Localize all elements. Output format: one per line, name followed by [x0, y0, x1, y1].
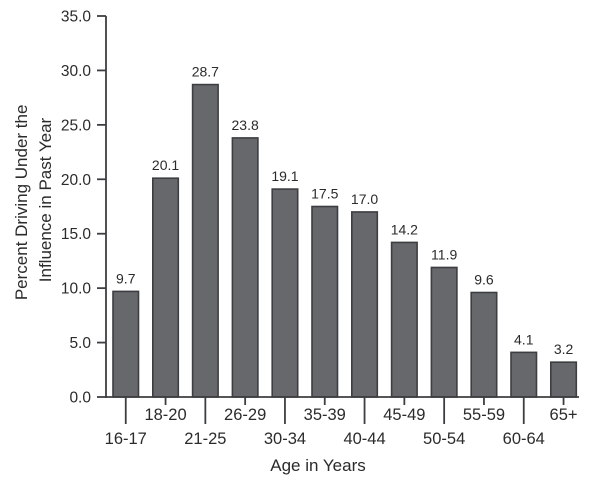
- x-tick-label: 50-54: [423, 430, 465, 448]
- bar-value-label: 17.5: [311, 186, 338, 202]
- y-axis-title-line2: Influence in Past Year: [36, 117, 55, 282]
- bar: [112, 290, 140, 398]
- bar: [470, 291, 498, 398]
- bar: [271, 188, 299, 398]
- x-tick-label: 35-39: [304, 406, 346, 424]
- bar-value-label: 14.2: [391, 221, 418, 237]
- bar: [311, 205, 339, 398]
- bar-value-label: 20.1: [152, 157, 179, 173]
- x-tick-label: 60-64: [503, 430, 545, 448]
- bar: [549, 361, 578, 398]
- y-tick-label: 20.0: [61, 172, 92, 189]
- x-tick-label: 40-44: [343, 430, 385, 448]
- bar: [231, 137, 259, 398]
- bar: [152, 177, 180, 398]
- x-tick-label: 26-29: [224, 406, 266, 424]
- x-tick-label: 18-20: [144, 406, 186, 424]
- y-tick-label: 30.0: [61, 63, 92, 80]
- bar: [510, 351, 538, 398]
- bar-value-label: 4.1: [514, 331, 534, 347]
- x-tick-label: 16-17: [105, 430, 147, 448]
- y-axis-title: Percent Driving Under the Influence in P…: [12, 100, 55, 300]
- y-tick-label: 25.0: [61, 117, 92, 134]
- y-tick-label: 0.0: [69, 390, 91, 407]
- y-tick-label: 15.0: [61, 226, 92, 243]
- y-tick-label: 10.0: [61, 281, 92, 298]
- bar-value-labels: 9.7 20.1 28.7 23.8 19.1 17.5 17.0 14.2 11.9 9.6 4.…: [116, 64, 573, 358]
- y-tick-label: 35.0: [61, 9, 92, 26]
- bar-value-label: 9.6: [474, 271, 494, 287]
- bar-value-label: 11.9: [431, 246, 457, 262]
- x-axis-ticks: 16-17 18-20 21-25 26-29 30-34 35-39 40-44 45-49…: [105, 397, 578, 448]
- x-tick-label: 45-49: [383, 406, 425, 424]
- bar: [430, 266, 458, 398]
- bar-value-label: 3.2: [554, 341, 574, 357]
- bar: [191, 83, 219, 398]
- x-tick-label: 21-25: [184, 430, 226, 448]
- y-axis-title-line1: Percent Driving Under the: [12, 105, 31, 301]
- bar-value-label: 23.8: [232, 117, 259, 133]
- bar-value-label: 17.0: [351, 191, 378, 207]
- bar-value-label: 19.1: [271, 168, 298, 184]
- x-axis-title: Age in Years: [270, 456, 365, 475]
- x-tick-label: 65+: [550, 406, 578, 424]
- y-tick-label: 5.0: [69, 335, 91, 352]
- bar-value-label: 28.7: [192, 64, 219, 80]
- bar: [390, 241, 418, 398]
- bar: [350, 211, 379, 398]
- bar-value-label: 9.7: [116, 270, 136, 286]
- bars-group: [112, 83, 578, 398]
- x-tick-label: 55-59: [463, 406, 505, 424]
- x-tick-label: 30-34: [264, 430, 306, 448]
- y-axis-ticks: 0.0 5.0 10.0 15.0 20.0 25.0 30.0 35.0: [61, 9, 106, 407]
